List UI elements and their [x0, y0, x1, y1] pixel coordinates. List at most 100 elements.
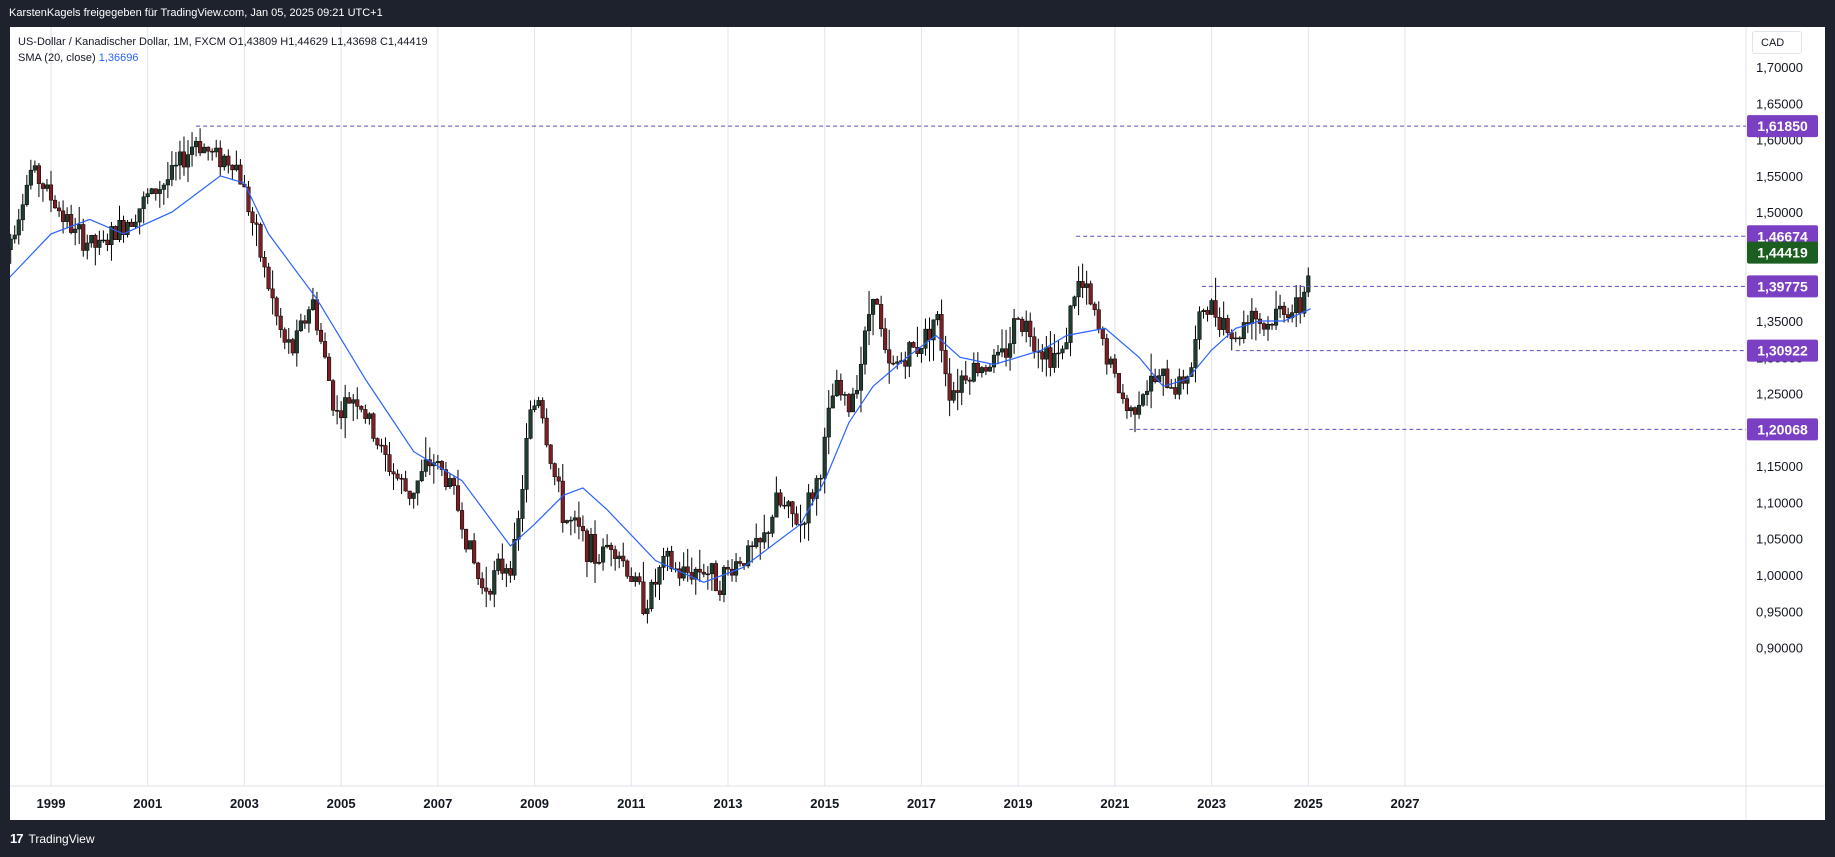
- x-tick-label: 2003: [230, 796, 259, 811]
- candle-body: [351, 399, 356, 404]
- candle-body: [1024, 320, 1029, 332]
- brand-label: TradingView: [28, 831, 95, 846]
- candle-body: [169, 165, 174, 180]
- y-tick-label: 1,05000: [1756, 532, 1803, 547]
- candle-body: [875, 299, 880, 305]
- candle-body: [685, 566, 690, 573]
- price-chart[interactable]: 1999 2001 2003 2005 2007 2009 2011 2013 2015 2017…: [10, 27, 1825, 820]
- candle-body: [234, 164, 239, 171]
- sma-label: SMA (20, close): [18, 52, 96, 64]
- candle-body: [717, 590, 722, 595]
- candle-body: [20, 204, 25, 221]
- candle-body: [177, 151, 183, 166]
- candle-body: [101, 239, 106, 242]
- candle-body: [1205, 310, 1210, 315]
- candle-body: [282, 329, 287, 343]
- candle-body: [1213, 300, 1218, 318]
- candle-body: [1245, 322, 1250, 324]
- candle-body: [568, 519, 573, 522]
- chart-panel[interactable]: 1999 2001 2003 2005 2007 2009 2011 2013 2015 2017…: [10, 27, 1825, 820]
- candle-body: [117, 220, 122, 240]
- candle-body: [1197, 311, 1202, 340]
- candle-body: [871, 299, 876, 315]
- candle-body: [580, 526, 585, 532]
- y-tick-label: 1,50000: [1756, 205, 1803, 220]
- candle-body: [206, 146, 211, 152]
- candle-body: [1286, 314, 1291, 319]
- candle-body: [57, 207, 62, 212]
- candle-body: [226, 155, 231, 166]
- candle-body: [472, 540, 477, 564]
- candle-body: [959, 375, 964, 393]
- candle-body: [830, 395, 835, 409]
- candle-body: [294, 330, 299, 354]
- candle-body: [1076, 281, 1081, 298]
- candle-body: [1132, 407, 1138, 415]
- y-tick-label: 1,10000: [1756, 495, 1803, 510]
- candle-body: [1092, 303, 1097, 311]
- candle-body: [661, 555, 666, 568]
- candle-body: [1302, 291, 1307, 314]
- candle-body: [335, 410, 340, 412]
- candle-body: [806, 492, 811, 524]
- level-badge-label: 1,39775: [1757, 278, 1808, 294]
- candle-body: [1008, 343, 1013, 358]
- candle-body: [895, 361, 900, 364]
- candle-body: [387, 454, 392, 473]
- candle-body: [927, 328, 932, 341]
- candle-body: [331, 380, 336, 411]
- candle-body: [601, 546, 606, 563]
- candle-body: [290, 339, 295, 354]
- candle-body: [721, 567, 727, 595]
- candle-body: [613, 549, 618, 559]
- x-tick-label: 2011: [617, 796, 645, 811]
- level-badge: [1747, 339, 1818, 362]
- candle-body: [214, 147, 219, 153]
- candle-body: [270, 288, 275, 299]
- candle-body: [1072, 296, 1077, 307]
- candle-body: [609, 544, 614, 550]
- candle-body: [1032, 336, 1037, 352]
- candle-body: [935, 314, 940, 321]
- candle-body: [77, 224, 82, 230]
- candle-body: [1145, 390, 1150, 395]
- candle-body: [61, 210, 66, 222]
- candle-body: [1020, 318, 1025, 332]
- candle-body: [887, 349, 892, 364]
- candle-body: [419, 471, 424, 482]
- candle-body: [363, 409, 368, 419]
- x-tick-label: 2013: [714, 796, 743, 811]
- candle-body: [709, 563, 714, 575]
- candle-body: [367, 413, 372, 419]
- candle-body: [810, 492, 815, 499]
- level-badge: [1747, 275, 1818, 298]
- currency-selector[interactable]: CAD: [1752, 31, 1802, 54]
- sma-line: [10, 175, 1311, 583]
- candle-body: [939, 314, 944, 351]
- candle-body: [1161, 368, 1166, 376]
- candle-body: [645, 608, 650, 614]
- candle-body: [359, 406, 364, 410]
- candle-body: [109, 226, 114, 246]
- candle-body: [69, 214, 74, 233]
- level-badge-label: 1,46674: [1757, 228, 1808, 244]
- candle-body: [1080, 281, 1085, 288]
- x-tick-label: 2027: [1391, 796, 1420, 811]
- x-tick-label: 2005: [327, 796, 356, 811]
- tradingview-brand[interactable]: 17 TradingView: [10, 831, 95, 846]
- candle-body: [734, 561, 739, 576]
- candle-body: [516, 518, 521, 540]
- candle-body: [157, 189, 162, 194]
- candle-body: [210, 150, 215, 153]
- candle-body: [951, 390, 956, 401]
- candle-body: [1177, 376, 1182, 395]
- candle-body: [314, 299, 320, 331]
- candle-body: [963, 375, 968, 381]
- candle-body: [1048, 347, 1053, 368]
- candle-body: [637, 576, 642, 583]
- candle-body: [1028, 320, 1033, 337]
- top-bar: KarstenKagels freigegeben für TradingVie…: [0, 0, 1835, 27]
- candle-body: [298, 320, 303, 331]
- candle-body: [766, 532, 771, 534]
- candle-body: [588, 534, 594, 562]
